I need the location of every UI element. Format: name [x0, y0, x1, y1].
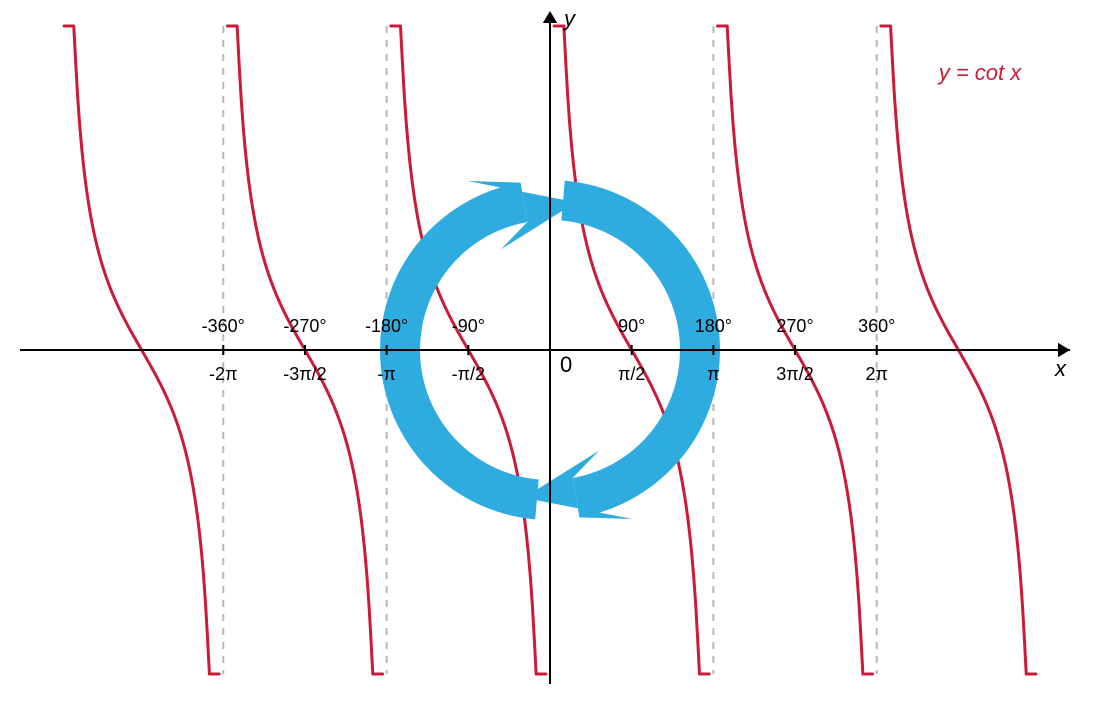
svg-text:270°: 270°: [776, 316, 813, 336]
svg-text:-3π/2: -3π/2: [283, 364, 326, 384]
svg-text:-180°: -180°: [365, 316, 408, 336]
origin-label: 0: [560, 352, 572, 377]
svg-text:360°: 360°: [858, 316, 895, 336]
svg-text:π/2: π/2: [618, 364, 645, 384]
svg-text:-2π: -2π: [209, 364, 237, 384]
y-axis-label: y: [562, 6, 577, 31]
svg-text:3π/2: 3π/2: [776, 364, 813, 384]
x-axis-label: x: [1054, 356, 1067, 381]
axes: [20, 11, 1070, 684]
svg-text:90°: 90°: [618, 316, 645, 336]
svg-text:180°: 180°: [695, 316, 732, 336]
svg-text:-270°: -270°: [283, 316, 326, 336]
svg-text:2π: 2π: [866, 364, 888, 384]
svg-text:-360°: -360°: [202, 316, 245, 336]
function-label: y = cot x: [937, 60, 1023, 85]
svg-text:-π: -π: [377, 364, 395, 384]
svg-text:-90°: -90°: [452, 316, 485, 336]
svg-text:π: π: [707, 364, 719, 384]
svg-text:-π/2: -π/2: [452, 364, 485, 384]
